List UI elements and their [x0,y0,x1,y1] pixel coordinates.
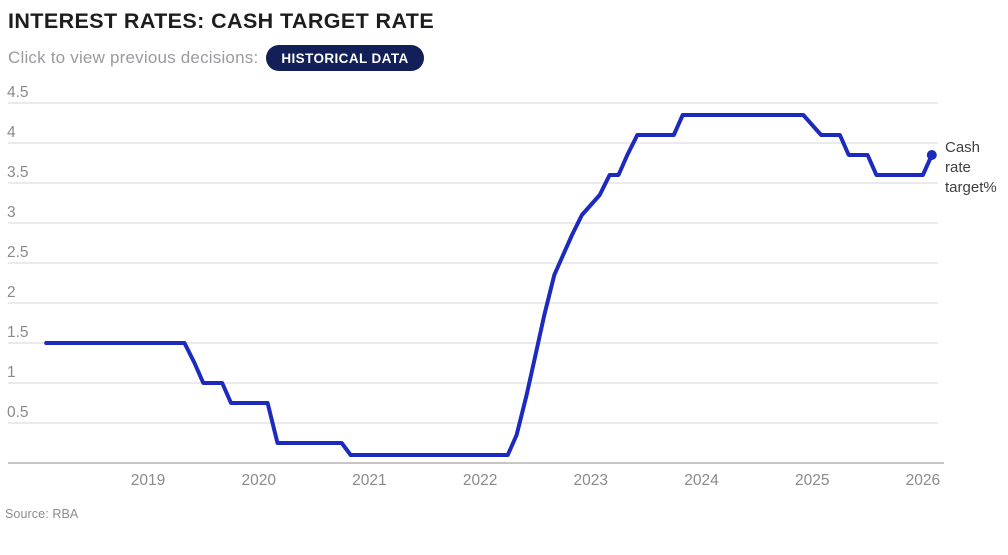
subtitle-row: Click to view previous decisions: HISTOR… [8,45,1008,71]
end-point-dot [926,150,937,160]
x-tick-label: 2020 [241,472,276,489]
y-tick-label: 2.5 [7,244,29,261]
page-title: INTEREST RATES: CASH TARGET RATE [8,9,435,33]
y-tick-label: 1 [7,364,16,381]
y-tick-label: 4 [7,124,16,141]
cash-rate-chart: 0.5 1 1.5 2 2.5 3 3.5 4 4.5 2019 2020 2021 2022 2023 2… [0,73,1008,503]
x-tick-label: 2026 [906,472,940,489]
x-tick-label: 2023 [574,472,608,489]
historical-data-button[interactable]: HISTORICAL DATA [266,45,424,71]
y-tick-label: 2 [7,284,16,301]
source-note: Source: RBA [5,507,79,521]
x-tick-label: 2025 [795,472,829,489]
y-tick-label: 3 [7,204,16,221]
series-end-label: Cash rate target% [945,139,997,196]
cash-rate-chart-canvas: 0.5 1 1.5 2 2.5 3 3.5 4 4.5 2019 2020 2021 2022 2023 2… [7,84,944,489]
x-tick-label: 2021 [352,472,386,489]
y-tick-label: 0.5 [7,404,29,421]
chart-header: INTEREST RATES: CASH TARGET RATE Click t… [0,0,1008,71]
cash-rate-line [44,113,934,457]
y-tick-label: 4.5 [7,84,29,101]
subtitle-text: Click to view previous decisions: [8,48,259,67]
x-tick-label: 2019 [131,472,165,489]
y-tick-label: 3.5 [7,164,29,181]
x-tick-label: 2024 [684,472,719,489]
x-tick-label: 2022 [463,472,497,489]
y-tick-label: 1.5 [7,324,29,341]
